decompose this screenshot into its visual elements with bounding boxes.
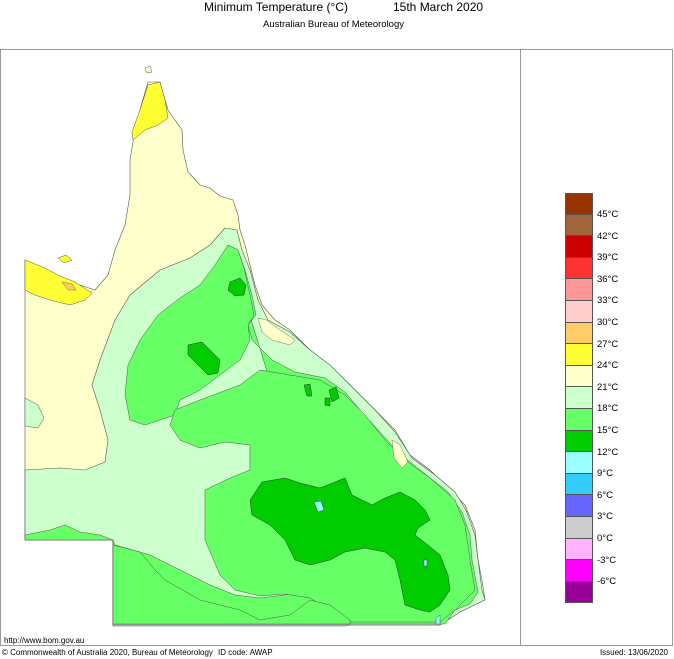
- swatch-8: [565, 365, 593, 388]
- region-12-15-east-a: [303, 383, 313, 397]
- legend-label: 45°C: [597, 209, 619, 220]
- region-12-15-main: [249, 477, 451, 613]
- legend-label: -3°C: [597, 555, 617, 566]
- id-code: ID code: AWAP: [218, 648, 273, 657]
- swatch-12: [565, 452, 593, 474]
- region-15-18-north: [124, 244, 255, 426]
- region-9-12-c: [435, 614, 441, 625]
- legend-label: 3°C: [597, 511, 613, 522]
- swatch-17: [565, 560, 593, 582]
- right-frame-edge: [672, 49, 673, 646]
- map-subtitle: Australian Bureau of Meteorology: [263, 19, 404, 30]
- region-15-18-west-edge: [24, 524, 114, 541]
- legend-label: 18°C: [597, 403, 619, 414]
- swatch-15: [565, 516, 593, 539]
- region-12-15-east-b: [328, 386, 340, 403]
- legend-label: 6°C: [597, 490, 613, 501]
- panel-divider: [520, 49, 521, 646]
- legend-label: 27°C: [597, 339, 619, 350]
- region-12-15-north: [227, 277, 247, 297]
- legend-label: 42°C: [597, 231, 619, 242]
- map-title: Minimum Temperature (°C) 15th March 2020: [0, 0, 674, 16]
- legend-label: 9°C: [597, 468, 613, 479]
- swatch-0: [565, 193, 593, 215]
- swatch-16: [565, 538, 593, 561]
- region-9-12-b: [423, 559, 428, 567]
- issued-date: Issued: 13/06/2020: [599, 648, 668, 657]
- legend-label: 30°C: [597, 317, 619, 328]
- copyright: © Commonwealth of Australia 2020, Bureau…: [2, 648, 213, 657]
- title-date: 15th March 2020: [393, 0, 484, 14]
- region-24-27-cape: [131, 81, 169, 141]
- legend-label: 15°C: [597, 425, 619, 436]
- swatch-1: [565, 214, 593, 237]
- swatch-3: [565, 257, 593, 280]
- color-legend: 45°C 42°C 39°C 36°C 33°C 30°C 27°C 24°C …: [565, 193, 618, 604]
- swatch-7: [565, 344, 593, 366]
- swatch-10: [565, 408, 593, 431]
- swatch-11: [565, 430, 593, 453]
- region-9-12-a: [313, 500, 325, 513]
- region-12-15-inland: [187, 341, 221, 376]
- legend-label: 21°C: [597, 382, 619, 393]
- title-variable: Minimum Temperature (°C): [204, 0, 348, 14]
- swatch-5: [565, 300, 593, 323]
- swatch-14: [565, 495, 593, 517]
- swatch-2: [565, 236, 593, 258]
- source-url[interactable]: http://www.bom.gov.au: [4, 636, 85, 645]
- legend-label: 24°C: [597, 360, 619, 371]
- region-18-21-west: [24, 397, 45, 429]
- island-a: [144, 65, 153, 74]
- swatch-4: [565, 279, 593, 301]
- swatch-18: [565, 581, 593, 604]
- swatch-9: [565, 387, 593, 409]
- swatch-6: [565, 322, 593, 345]
- island-b: [57, 254, 73, 264]
- legend-label: 0°C: [597, 533, 613, 544]
- legend-label: 39°C: [597, 252, 619, 263]
- region-24-27-gulf: [24, 259, 93, 306]
- legend-swatches: [565, 193, 593, 604]
- legend-label: 36°C: [597, 274, 619, 285]
- legend-label: -6°C: [597, 576, 617, 587]
- region-15-18-sw: [112, 544, 351, 625]
- region-12-15-east-c: [324, 397, 331, 407]
- swatch-13: [565, 473, 593, 496]
- region-27-30-gulf: [61, 281, 77, 291]
- region-21-24-coast-b: [391, 439, 409, 469]
- map-frame: [0, 49, 672, 646]
- legend-label: 33°C: [597, 295, 619, 306]
- legend-label: 12°C: [597, 447, 619, 458]
- region-21-24-coast-a: [257, 317, 296, 346]
